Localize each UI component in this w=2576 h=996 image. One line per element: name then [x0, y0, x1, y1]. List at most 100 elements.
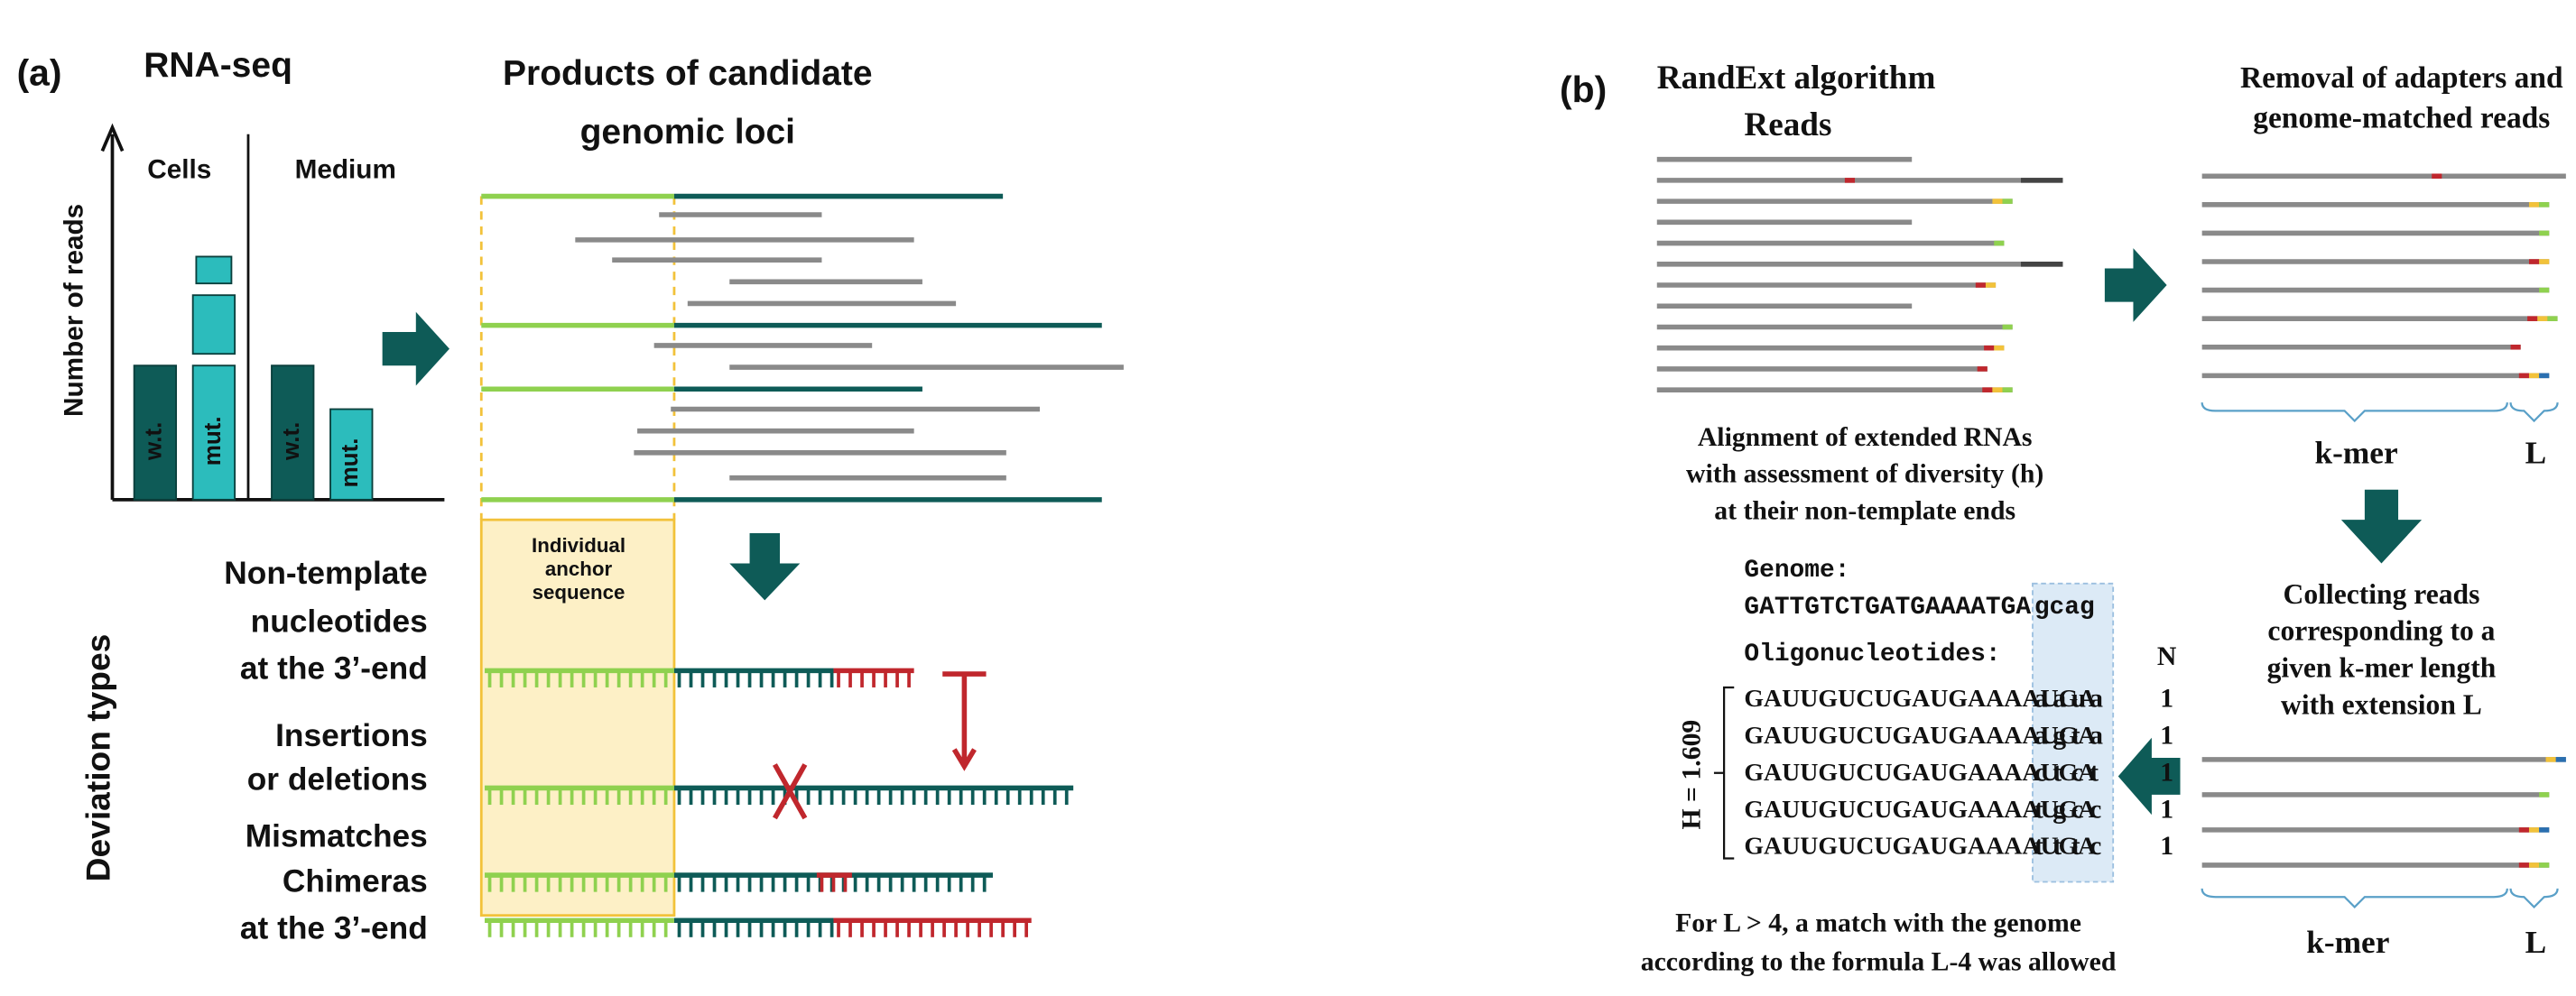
insertion-mark	[942, 671, 987, 771]
y-axis	[100, 123, 125, 500]
anchor-box	[479, 518, 676, 918]
arrow-down	[2340, 489, 2423, 564]
deviation-type: or deletions	[247, 761, 428, 797]
bar-label: w.t.	[140, 422, 167, 461]
panel-label: (a)	[17, 52, 62, 94]
genome-seq-end: gcag	[2034, 594, 2095, 622]
collecting-text: with extension L	[2281, 689, 2482, 721]
oligo-seq: GAUUGUCUGAUGAAAAUGA	[1744, 722, 2096, 750]
bar-label: w.t.	[277, 422, 304, 461]
brace	[2509, 401, 2559, 423]
deviation-title: Deviation types	[79, 634, 116, 882]
anchor-label: Individual	[532, 534, 625, 557]
alignment-text: with assessment of diversity (h)	[1686, 460, 2043, 489]
oligo-tail: t	[2052, 758, 2062, 787]
n-label: N	[2157, 642, 2177, 671]
bar	[329, 408, 374, 501]
arrow-right	[2104, 248, 2167, 322]
bar	[271, 364, 315, 501]
brace	[2201, 888, 2508, 908]
oligo-count: 1	[2160, 832, 2173, 861]
bar-label: mut.	[199, 416, 226, 466]
oligo-count: 1	[2160, 722, 2173, 751]
oligo-tail: c	[2071, 758, 2083, 787]
algorithm-title: RandExt algorithm	[1657, 60, 1936, 97]
oligo-tail: a	[2034, 722, 2048, 751]
oligo-tail: t	[2034, 795, 2043, 824]
reads-title: Reads	[1744, 106, 1831, 143]
deviation-type: Mismatches	[246, 819, 428, 854]
deviation-type: at the 3’-end	[240, 911, 428, 946]
alignment-text: Alignment of extended RNAs	[1698, 423, 2033, 452]
rnaseq-title: RNA-seq	[144, 46, 292, 85]
oligo-tail: a	[2034, 685, 2048, 714]
oligo-count: 1	[2160, 758, 2173, 787]
oligo-tail: c	[2071, 795, 2083, 824]
deviation-type: Insertions	[275, 718, 428, 753]
y-axis-label: Number of reads	[59, 204, 88, 417]
oligo-tail: c	[2034, 758, 2046, 787]
highlight	[2032, 582, 2115, 883]
group-label: Medium	[295, 155, 396, 185]
bar-extra	[191, 294, 236, 355]
bar	[191, 364, 236, 501]
products-title: genomic loci	[580, 113, 795, 152]
oligo-seq: GAUUGUCUGAUGAAAAUGA	[1744, 685, 2096, 713]
oligo-count: 1	[2160, 685, 2173, 714]
oligo-tail: c	[2090, 795, 2101, 824]
collecting-text: corresponding to a	[2267, 615, 2495, 647]
oligo-seq: GAUUGUCUGAUGAAAAUGA	[1744, 796, 2096, 824]
arrow-right	[382, 311, 449, 386]
group-label: Cells	[147, 155, 211, 185]
l-label: L	[2525, 436, 2547, 471]
genome-seq: GATTGTCTGATGAAAATGA	[1744, 594, 2031, 622]
oligo-tail: u	[2071, 685, 2087, 714]
oligo-tail: a	[2052, 685, 2066, 714]
alignment-text: at their non-template ends	[1714, 497, 2015, 526]
oligo-label: Oligonucleotides:	[1744, 641, 2000, 669]
products-title: Products of candidate	[503, 54, 873, 93]
deletion-mark	[773, 763, 808, 820]
oligo-seq: GAUUGUCUGAUGAAAAUGA	[1744, 759, 2096, 787]
anchor-label: anchor	[545, 558, 613, 580]
deviation-type: at the 3’-end	[240, 651, 428, 687]
note: For L > 4, a match with the genome	[1675, 909, 2081, 938]
deviation-type: Non-template	[224, 556, 428, 591]
oligo-count: 1	[2160, 795, 2173, 824]
kmer-label: k-mer	[2306, 925, 2389, 960]
note: according to the formula L-4 was allowed	[1641, 947, 2117, 976]
panel-label: (b)	[1560, 69, 1607, 110]
oligo-tail: a	[2090, 685, 2103, 714]
collecting-text: Collecting reads	[2284, 578, 2480, 610]
removal-title: genome-matched reads	[2253, 102, 2550, 135]
bar-label: mut.	[336, 438, 363, 488]
arrow-left	[2117, 737, 2181, 816]
oligo-seq: GAUUGUCUGAUGAAAAUGA	[1744, 833, 2096, 861]
entropy: H = 1.609	[1677, 720, 1706, 830]
collecting-text: given k-mer length	[2267, 652, 2497, 684]
oligo-tail: g	[2052, 722, 2066, 751]
oligo-tail: t	[2052, 832, 2062, 861]
deviation-type: Chimeras	[283, 864, 428, 899]
oligo-tail: t	[2034, 832, 2043, 861]
deviation-type: nucleotides	[251, 604, 428, 640]
genome-label: Genome:	[1744, 557, 1849, 585]
oligo-tail: c	[2090, 832, 2101, 861]
oligo-tail: g	[2052, 795, 2066, 824]
bracket	[1713, 686, 1735, 860]
l-label: L	[2525, 925, 2547, 960]
bar	[133, 364, 178, 501]
oligo-tail: t	[2071, 832, 2080, 861]
bar-extra	[195, 255, 233, 285]
oligo-tail: a	[2090, 722, 2103, 751]
oligo-tail: t	[2090, 758, 2099, 787]
removal-title: Removal of adapters and	[2240, 61, 2563, 95]
brace	[2509, 888, 2559, 908]
brace	[2201, 401, 2508, 423]
anchor-label: sequence	[533, 581, 625, 604]
kmer-label: k-mer	[2315, 436, 2398, 471]
arrow-down	[729, 533, 801, 601]
oligo-tail: t	[2071, 722, 2080, 751]
